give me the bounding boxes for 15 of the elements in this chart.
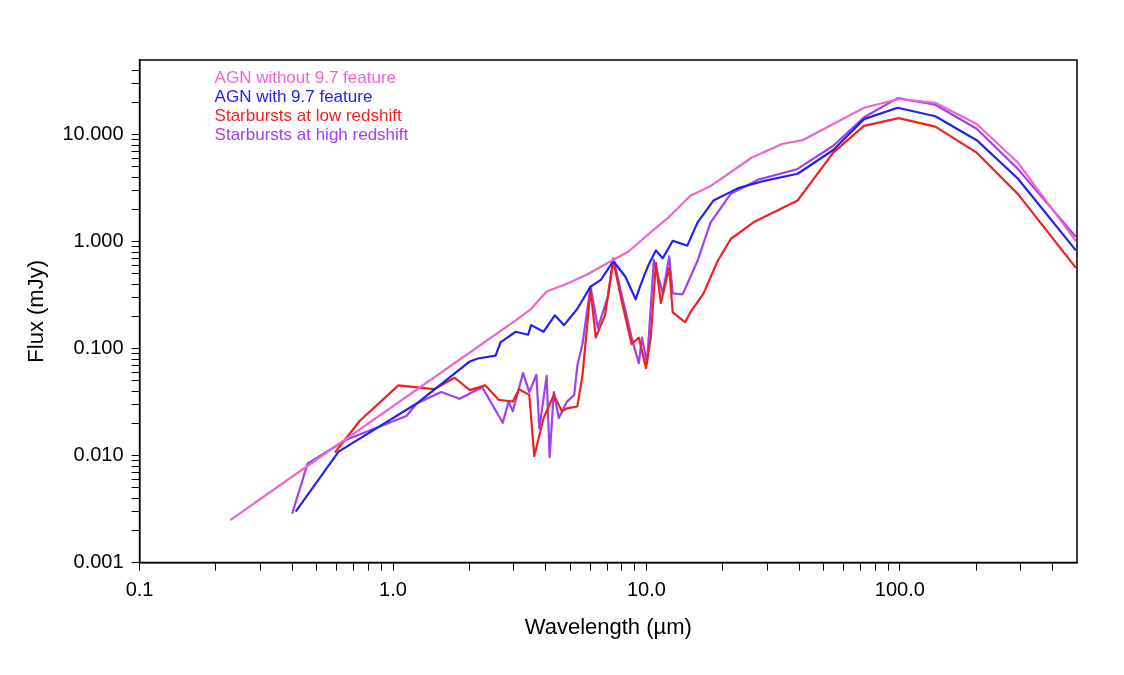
y-tick-label: 0.010 (73, 443, 124, 466)
text: AGN without 9.7 feature (214, 68, 397, 88)
y-axis-title: Flux (mJy) (23, 259, 49, 363)
y-tick-label: 10.000 (62, 122, 124, 145)
text: AGN with 9.7 feature (214, 87, 373, 107)
text: Starbursts at low redshift (214, 106, 402, 126)
y-tick-label: 1.000 (73, 229, 124, 252)
x-tick-label: 10.0 (626, 578, 666, 601)
x-axis-title: Wavelength (µm) (524, 613, 692, 639)
y-tick-label: 0.001 (73, 550, 124, 573)
text: Starbursts at high redshift (214, 125, 409, 145)
x-tick-label: 0.1 (125, 578, 154, 601)
x-tick-label: 100.0 (874, 578, 925, 601)
y-tick-label: 0.100 (73, 336, 124, 359)
x-tick-label: 1.0 (379, 578, 407, 601)
